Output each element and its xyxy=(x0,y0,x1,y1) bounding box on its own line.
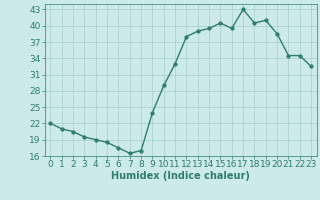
X-axis label: Humidex (Indice chaleur): Humidex (Indice chaleur) xyxy=(111,171,250,181)
